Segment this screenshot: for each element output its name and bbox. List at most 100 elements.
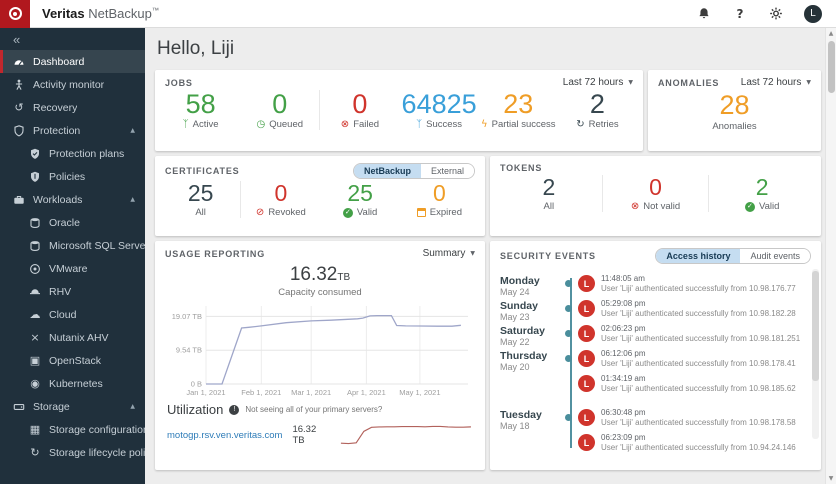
sidebar-item-kubernetes[interactable]: ◉ Kubernetes: [30, 376, 103, 390]
main-content: Hello, Liji JOBS Last 72 hours ▼ 58 ᛉ Acti…: [145, 28, 825, 484]
certificates-stat-revoked[interactable]: 0 ⊘ Revoked: [240, 181, 320, 218]
tokens-panel-title: TOKENS: [500, 163, 543, 173]
sidebar-item-policies[interactable]: Policies: [0, 165, 145, 188]
sidebar-item-oracle[interactable]: Oracle: [0, 211, 145, 234]
certificates-stat-expired[interactable]: 0 Expired: [400, 181, 479, 218]
user-avatar[interactable]: L: [804, 4, 822, 23]
event-user-avatar: L: [578, 300, 595, 317]
anomalies-panel-title: ANOMALIES: [658, 77, 720, 88]
sidebar-nav: « Dashboard Activity monitor ↺ Recovery …: [0, 28, 145, 484]
event-group-sunday: Sunday May 23 L 05:29:08 pm User 'Liji' a…: [500, 299, 807, 324]
sidebar-item-workloads[interactable]: Workloads ▲: [0, 188, 145, 211]
sidebar-item-microsoft-sql-server[interactable]: Microsoft SQL Server: [0, 234, 145, 257]
jobs-stat-queued[interactable]: 0 ◷ Queued: [256, 89, 304, 130]
security-events-toggle: Access history Audit events: [655, 248, 811, 264]
sidebar-item-dashboard[interactable]: Dashboard: [0, 50, 145, 73]
event-day-label: Saturday May 22: [500, 325, 545, 347]
sidebar-item-recovery[interactable]: ↺ Recovery: [14, 100, 78, 114]
scroll-up-arrow-icon[interactable]: ▲: [828, 30, 834, 37]
chevron-up-icon[interactable]: ▲: [130, 127, 135, 134]
svg-text:Jan 1, 2021: Jan 1, 2021: [186, 388, 225, 397]
jobs-stat-retries[interactable]: 2 ↻ Retries: [576, 89, 619, 130]
scrollbar-thumb[interactable]: [827, 41, 835, 93]
queued-clock-icon: ◷: [256, 118, 266, 130]
certificates-stat-all[interactable]: 25 All: [187, 180, 214, 219]
certificates-stat-valid[interactable]: 25 ✓ Valid: [321, 181, 400, 218]
svg-text:9.54 TB: 9.54 TB: [176, 346, 202, 355]
security-event-row[interactable]: L 06:23:09 pm User 'Liji' authenticated s…: [562, 433, 807, 452]
server-link[interactable]: motogp.rsv.ven.veritas.com: [167, 429, 283, 441]
tab-access-history[interactable]: Access history: [656, 249, 741, 263]
brand-title: Veritas NetBackup™: [42, 6, 159, 21]
anomalies-time-filter-dropdown[interactable]: Last 72 hours ▼: [740, 77, 811, 88]
certificates-panel: CERTIFICATES NetBackup External 25 All 0…: [155, 156, 485, 236]
jobs-stat-active[interactable]: 58 ᛉ Active: [182, 89, 219, 130]
security-event-row[interactable]: L 02:06:23 pm User 'Liji' authenticated s…: [562, 324, 807, 343]
sidebar-item-storage[interactable]: Storage ▲: [0, 395, 145, 418]
event-user-avatar: L: [578, 375, 595, 392]
event-user-avatar: L: [578, 275, 595, 292]
security-events-scrollbar[interactable]: [812, 269, 819, 439]
chevron-up-icon[interactable]: ▲: [130, 196, 135, 203]
sidebar-item-rhv[interactable]: RHV: [0, 280, 145, 303]
jobs-time-filter-dropdown[interactable]: Last 72 hours ▼: [562, 77, 633, 88]
tab-audit-events[interactable]: Audit events: [740, 249, 810, 263]
sidebar-collapse-button[interactable]: «: [13, 32, 21, 47]
lifecycle-refresh-icon: ↻: [30, 445, 40, 459]
event-user-avatar: L: [578, 409, 595, 426]
valid-check-icon: ✓: [342, 207, 353, 218]
sidebar-item-storage-configuration[interactable]: ▦ Storage configuration: [29, 422, 145, 436]
timeline-dot-icon: [565, 414, 572, 421]
notifications-bell-icon[interactable]: [696, 7, 712, 20]
jobs-panel-title: JOBS: [165, 77, 193, 88]
security-event-row[interactable]: L 05:29:08 pm User 'Liji' authenticated s…: [562, 299, 807, 318]
tokens-stat-all[interactable]: 2 All: [542, 174, 556, 213]
sidebar-item-activity-monitor[interactable]: Activity monitor: [0, 73, 145, 96]
kubernetes-circle-icon: ◉: [30, 376, 40, 390]
jobs-stat-failed[interactable]: 0 ⊗ Failed: [319, 90, 399, 130]
event-group-monday: Monday May 24 L 11:48:05 am User 'Liji' a…: [500, 274, 807, 299]
tokens-stat-not-valid[interactable]: 0 ⊗ Not valid: [601, 175, 709, 212]
tokens-panel: TOKENS 2 All 0 ⊗ Not valid 2 ✓ Valid: [490, 156, 821, 236]
svg-text:Feb 1, 2021: Feb 1, 2021: [241, 388, 281, 397]
notvalid-cross-circle-icon: ⊗: [630, 200, 640, 212]
recovery-restore-icon: ↺: [14, 100, 24, 114]
svg-text:0 B: 0 B: [191, 380, 202, 389]
sidebar-item-nutanix-ahv[interactable]: × Nutanix AHV: [30, 330, 109, 344]
info-icon[interactable]: !: [229, 404, 240, 415]
security-event-row[interactable]: L 11:48:05 am User 'Liji' authenticated s…: [562, 274, 807, 293]
event-day-label: Monday May 24: [500, 275, 540, 297]
security-events-panel: SECURITY EVENTS Access history Audit eve…: [490, 241, 821, 470]
timeline-line: [570, 278, 572, 448]
sidebar-item-openstack[interactable]: ▣ OpenStack: [29, 353, 101, 367]
event-user-avatar: L: [578, 325, 595, 342]
utilization-server-row: motogp.rsv.ven.veritas.com 16.32 TB: [155, 417, 485, 446]
event-user-avatar: L: [578, 350, 595, 367]
security-event-row[interactable]: L 06:12:06 pm User 'Liji' authenticated s…: [562, 349, 807, 368]
veritas-logo[interactable]: [0, 0, 30, 28]
scroll-down-arrow-icon[interactable]: ▼: [828, 475, 834, 482]
sidebar-item-vmware[interactable]: VMware: [0, 257, 145, 280]
tokens-stat-valid[interactable]: 2 ✓ Valid: [708, 175, 815, 212]
security-event-row[interactable]: L 01:34:19 am User 'Liji' authenticated s…: [562, 374, 807, 393]
jobs-stat-success[interactable]: 64825 ᛉ Success: [401, 89, 477, 130]
server-capacity-value: 16.32 TB: [292, 424, 317, 446]
sidebar-item-cloud[interactable]: ☁ Cloud: [29, 307, 77, 321]
capacity-consumed-line-chart: Jan 1, 2021 Feb 1, 2021 Mar 1, 2021 Apr 1, …: [172, 306, 468, 397]
anomalies-stat[interactable]: 28 Anomalies: [712, 90, 757, 132]
help-icon[interactable]: ?: [736, 6, 744, 21]
security-event-row[interactable]: L 06:30:48 pm User 'Liji' authenticated s…: [562, 408, 807, 427]
scrollbar-thumb[interactable]: [812, 271, 819, 381]
sidebar-item-storage-lifecycle-policies[interactable]: ↻ Storage lifecycle policies: [30, 445, 145, 459]
settings-gear-icon[interactable]: [768, 7, 784, 20]
window-scrollbar[interactable]: ▲ ▼: [825, 28, 836, 484]
usage-view-dropdown[interactable]: Summary ▼: [422, 248, 475, 259]
page-title: Hello, Liji: [157, 38, 235, 59]
sidebar-item-protection[interactable]: Protection ▲: [0, 119, 145, 142]
jobs-stat-partial-success[interactable]: 23 ϟ Partial success: [481, 89, 556, 130]
valid-check-icon: ✓: [744, 201, 755, 212]
certificates-tab-netbackup[interactable]: NetBackup: [353, 164, 421, 178]
certificates-tab-external[interactable]: External: [420, 164, 474, 178]
chevron-up-icon[interactable]: ▲: [130, 403, 135, 410]
sidebar-item-protection-plans[interactable]: Protection plans: [0, 142, 145, 165]
